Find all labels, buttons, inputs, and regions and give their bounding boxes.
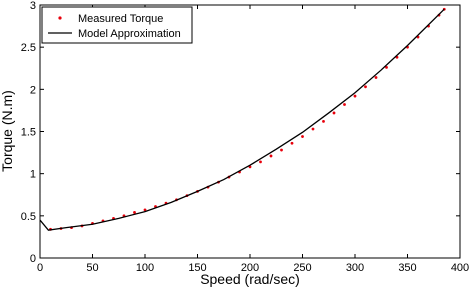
data-point [385,66,388,69]
data-point [133,211,136,214]
data-point [269,154,273,158]
x-tick-label: 350 [398,262,416,274]
data-point [311,127,315,131]
legend-label: Measured Torque [78,13,163,25]
data-point [332,111,336,115]
y-tick-label: 2 [30,84,36,96]
x-tick-label: 300 [346,262,364,274]
x-tick-label: 50 [86,262,98,274]
data-point [280,148,283,152]
x-tick-label: 400 [451,262,469,274]
y-tick-label: 0 [30,253,36,265]
data-point [364,85,367,89]
y-tick-label: 1.5 [21,127,36,139]
data-point [374,76,378,79]
y-tick-label: 0.5 [21,211,36,223]
legend-box [41,6,193,44]
legend-swatch [58,16,62,20]
x-tick-label: 100 [136,262,154,274]
y-axis-label: Torque (N.m) [0,90,15,172]
x-tick-label: 250 [293,262,311,274]
data-point [301,135,304,138]
data-point [353,94,357,98]
data-point [322,119,325,123]
x-tick-label: 0 [37,262,43,274]
y-tick-label: 1 [30,169,36,181]
data-point [343,103,346,106]
legend-label: Model Approximation [78,28,181,40]
data-point [290,141,294,145]
y-tick-label: 2.5 [21,42,36,54]
x-axis-label: Speed (rad/sec) [200,271,300,287]
model-line [39,8,445,231]
y-tick-label: 3 [30,0,36,12]
data-point [259,160,262,164]
x-tick-label: 150 [188,262,206,274]
x-tick-label: 200 [241,262,259,274]
data-point [143,208,147,212]
